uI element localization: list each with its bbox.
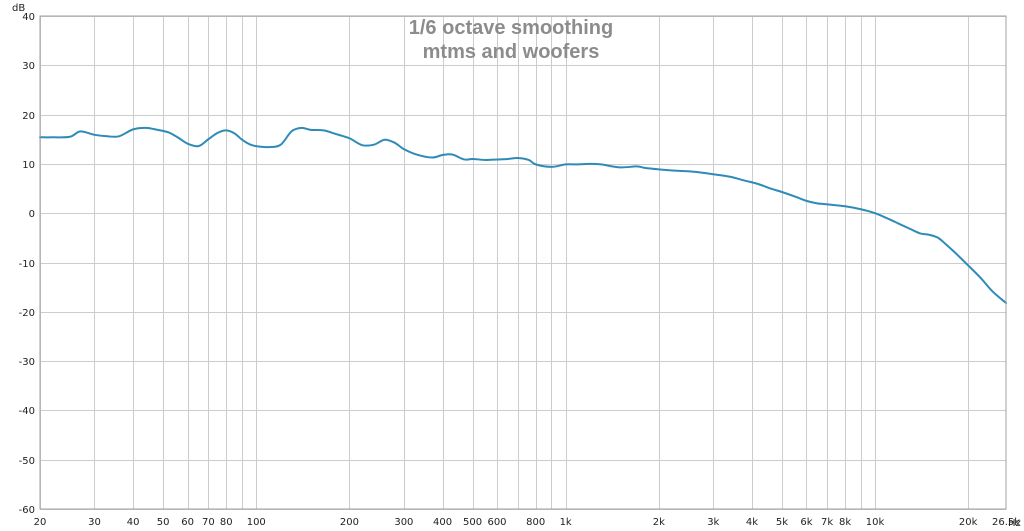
x-tick-label: 600 [487,517,506,528]
x-tick-label: 300 [394,517,413,528]
y-tick-label: 40 [22,12,35,23]
y-tick-label: 0 [29,209,35,220]
x-tick-label: 500 [463,517,482,528]
x-tick-label: 30 [88,517,101,528]
y-tick-label: 30 [22,61,35,72]
y-tick-label: 20 [22,111,35,122]
x-tick-label: 7k [821,517,833,528]
x-tick-label: 10k [866,517,885,528]
y-tick-label: 10 [22,160,35,171]
x-tick-label: 60 [181,517,194,528]
x-tick-label: 80 [220,517,233,528]
chart-subtitle: mtms and woofers [423,41,600,63]
plot-frame [39,15,1007,510]
x-tick-label: 70 [202,517,215,528]
x-tick-label: 400 [433,517,452,528]
x-tick-label: 3k [707,517,719,528]
y-axis: 40 30 20 10 0 -10 -20 -30 -40 -50 -60 [19,12,35,516]
y-tick-label: -40 [19,406,35,417]
x-tick-label: 20k [959,517,978,528]
x-axis: 20 30 40 50 60 70 80 100 200 300 400 500 600 800 1k 2k 3… [34,517,1021,528]
x-tick-label: 26.5k [992,517,1020,528]
x-tick-label: 200 [340,517,359,528]
response-curve [39,126,1007,304]
vertical-grid [40,16,969,509]
x-tick-label: 8k [839,517,851,528]
chart-title: 1/6 octave smoothing [409,17,614,39]
x-tick-label: 1k [560,517,572,528]
x-tick-label: 6k [800,517,812,528]
y-tick-label: -60 [19,505,35,516]
x-tick-label: 800 [526,517,545,528]
x-tick-label: 100 [247,517,266,528]
y-tick-label: -20 [19,308,35,319]
x-tick-label: 50 [157,517,170,528]
x-tick-label: 2k [653,517,665,528]
y-tick-label: -30 [19,357,35,368]
x-tick-label: 40 [127,517,140,528]
series-layer [39,126,1007,304]
x-tick-label: 4k [746,517,758,528]
x-axis-unit: Hz [1008,518,1021,529]
y-axis-label: dB [12,3,25,14]
x-tick-label: 20 [34,517,47,528]
y-tick-label: -10 [19,259,35,270]
y-tick-label: -50 [19,456,35,467]
x-tick-label: 5k [776,517,788,528]
